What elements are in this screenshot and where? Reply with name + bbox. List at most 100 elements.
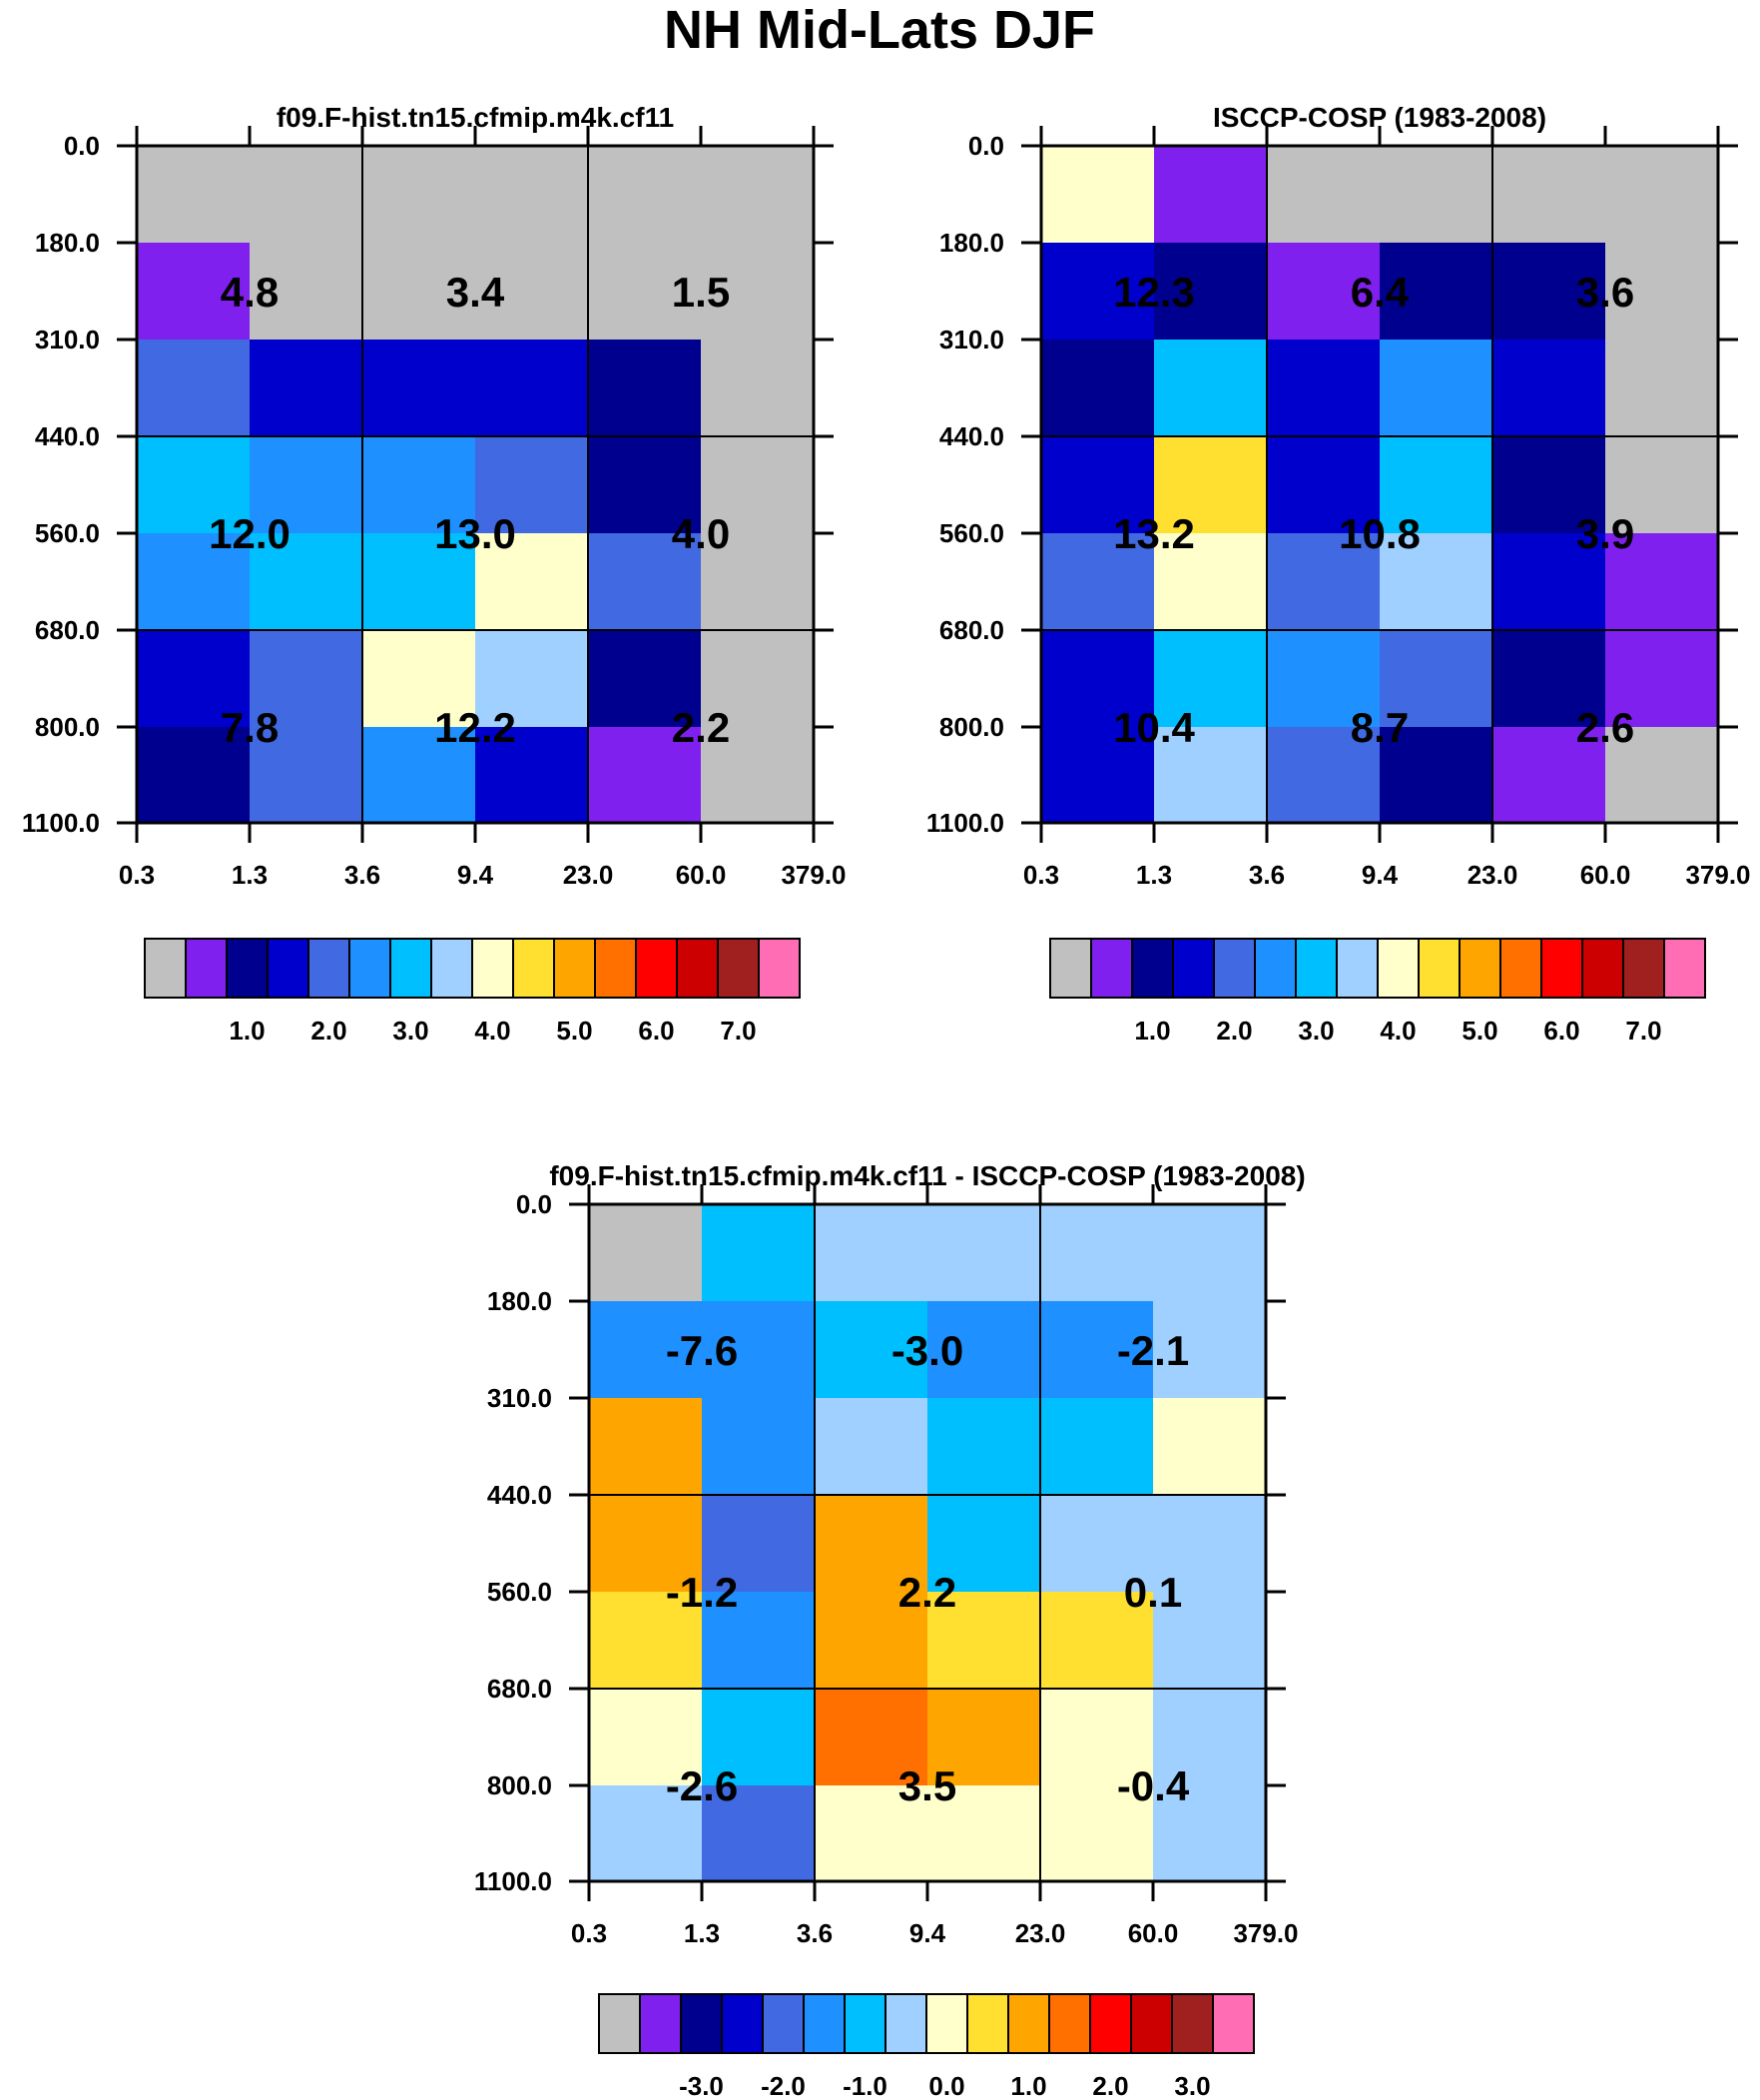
colorbar-box <box>389 938 432 999</box>
y-tick-label: 680.0 <box>487 1674 552 1704</box>
heatmap-cell <box>1380 630 1493 728</box>
heatmap-cell <box>475 436 589 534</box>
cell-value-label: 3.9 <box>1576 510 1634 557</box>
heatmap-cell <box>1041 340 1155 437</box>
colorbar-box <box>1663 938 1706 999</box>
heatmap-cell <box>250 533 363 631</box>
heatmap-cell <box>702 1301 816 1399</box>
colorbar-box <box>925 1993 968 2054</box>
x-tick-label: 0.3 <box>571 1918 607 1948</box>
colorbar-box <box>1254 938 1297 999</box>
heatmap-cell <box>1153 1301 1267 1399</box>
heatmap-cell <box>362 727 476 824</box>
colorbar-box <box>1048 1993 1091 2054</box>
y-tick-label: 310.0 <box>939 325 1004 354</box>
colorbar-label: 6.0 <box>1543 1016 1579 1046</box>
colorbar-box <box>762 1993 805 2054</box>
main-title: NH Mid-Lats DJF <box>664 0 1095 60</box>
cell-value-label: 3.4 <box>446 269 505 316</box>
heatmap-cell <box>588 436 702 534</box>
heatmap-cell <box>927 1398 1041 1496</box>
heatmap-cell <box>589 1785 703 1882</box>
heatmap-cell <box>701 436 815 534</box>
panels-group: f09.F-hist.tn15.cfmip.m4k.cf110.0180.031… <box>22 102 1751 2100</box>
colorbar-box <box>1377 938 1420 999</box>
heatmap-cell <box>475 146 589 244</box>
heatmap-cell <box>1040 1398 1154 1496</box>
heatmap-cell <box>815 1398 928 1496</box>
heatmap-cell <box>1605 630 1719 728</box>
y-tick-label: 1100.0 <box>22 808 100 838</box>
y-tick-label: 560.0 <box>35 518 100 548</box>
heatmap-cell <box>1267 340 1381 437</box>
heatmap-cell <box>475 630 589 728</box>
heatmap-cell <box>1154 533 1268 631</box>
heatmap-cell <box>702 1204 816 1302</box>
x-tick-label: 379.0 <box>781 860 846 890</box>
colorbar-box <box>430 938 473 999</box>
heatmap-cell <box>701 630 815 728</box>
x-tick-label: 23.0 <box>1467 860 1518 890</box>
heatmap-cell <box>362 533 476 631</box>
heatmap-cell <box>701 533 815 631</box>
heatmap-cell <box>250 340 363 437</box>
heatmap-cell <box>475 533 589 631</box>
colorbar-label: 4.0 <box>474 1016 510 1046</box>
colorbar-label: 2.0 <box>1216 1016 1252 1046</box>
x-tick-label: 379.0 <box>1233 1918 1298 1948</box>
y-tick-label: 0.0 <box>968 131 1004 161</box>
x-tick-label: 9.4 <box>1362 860 1399 890</box>
cell-value-label: 12.2 <box>434 704 516 751</box>
x-tick-label: 379.0 <box>1685 860 1750 890</box>
heatmap-cell <box>475 340 589 437</box>
colorbar-box <box>1418 938 1461 999</box>
x-tick-label: 3.6 <box>797 1918 833 1948</box>
y-tick-label: 180.0 <box>487 1286 552 1316</box>
heatmap-cell <box>589 1689 703 1786</box>
heatmap-cell <box>362 436 476 534</box>
colorbar-box <box>1131 938 1174 999</box>
heatmap-cell <box>589 1592 703 1690</box>
colorbar-label: 1.0 <box>1134 1016 1170 1046</box>
colorbar-box <box>1172 938 1215 999</box>
heatmap-cell <box>137 533 251 631</box>
colorbar-label: 1.0 <box>1010 2071 1046 2100</box>
y-tick-label: 0.0 <box>516 1189 552 1219</box>
heatmap-cell <box>137 630 251 728</box>
x-tick-label: 1.3 <box>232 860 268 890</box>
heatmap-cell <box>1041 146 1155 244</box>
heatmap-cell <box>1380 533 1493 631</box>
heatmap-cell <box>1040 1301 1154 1399</box>
heatmap-cell <box>1492 533 1606 631</box>
heatmap-cell <box>589 1398 703 1496</box>
y-tick-label: 680.0 <box>939 615 1004 645</box>
heatmap-cell <box>1605 727 1719 824</box>
heatmap-cell <box>1041 727 1155 824</box>
heatmap-cell <box>702 1689 816 1786</box>
y-tick-label: 310.0 <box>35 325 100 354</box>
heatmap-panel-1: f09.F-hist.tn15.cfmip.m4k.cf110.0180.031… <box>22 102 847 1046</box>
heatmap-cell <box>1040 1495 1154 1593</box>
heatmap-cell <box>1605 340 1719 437</box>
heatmap-cell <box>1380 727 1493 824</box>
heatmap-cell <box>1154 243 1268 341</box>
colorbar-box <box>680 1993 723 2054</box>
heatmap-cell <box>701 146 815 244</box>
colorbar-label: -3.0 <box>679 2071 724 2100</box>
cell-value-label: 2.2 <box>898 1569 956 1616</box>
x-tick-label: 9.4 <box>909 1918 946 1948</box>
colorbar-box <box>226 938 269 999</box>
heatmap-cell <box>1153 1689 1267 1786</box>
heatmap-cell <box>1041 243 1155 341</box>
colorbar-box <box>721 1993 764 2054</box>
heatmap-cell <box>701 340 815 437</box>
heatmap-cell <box>362 630 476 728</box>
heatmap-cell <box>815 1689 928 1786</box>
colorbar-box <box>717 938 760 999</box>
cell-value-label: 1.5 <box>672 269 730 316</box>
heatmap-panel-2: ISCCP-COSP (1983-2008)0.0180.0310.0440.0… <box>926 102 1751 1046</box>
colorbar-box <box>884 1993 927 2054</box>
heatmap-cell <box>815 1785 928 1882</box>
cell-value-label: -1.2 <box>666 1569 738 1616</box>
